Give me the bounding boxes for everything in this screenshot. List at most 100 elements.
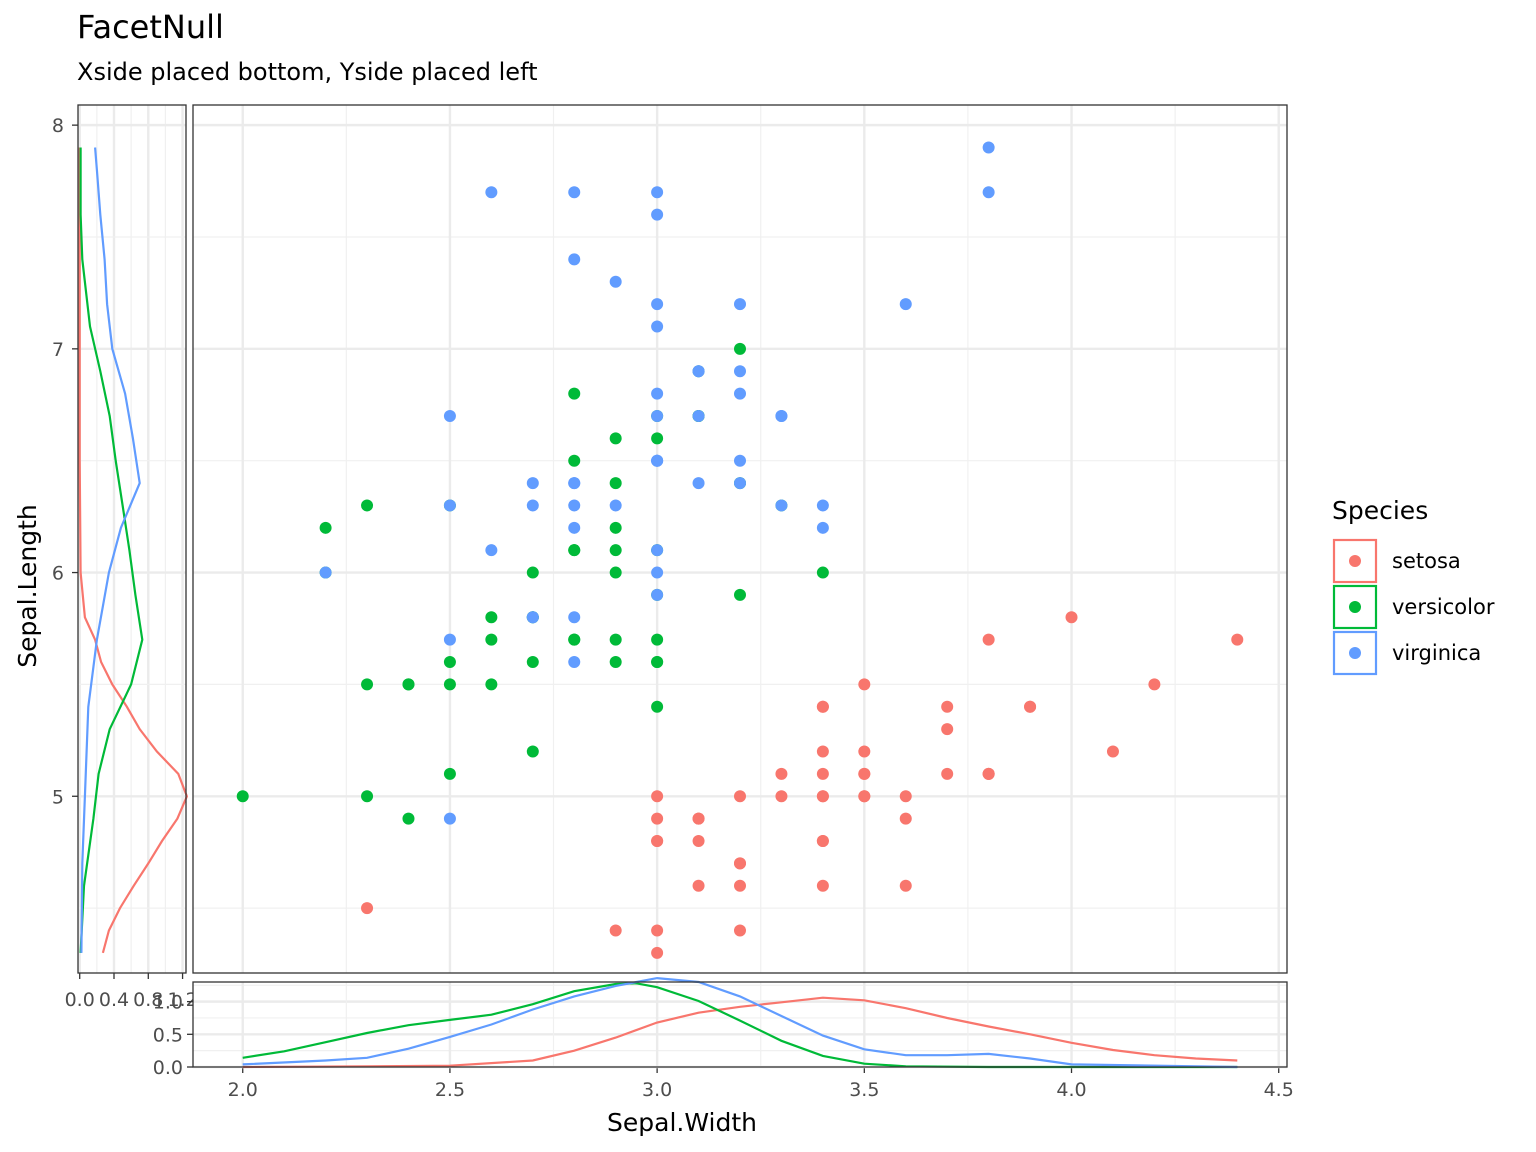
yside-background bbox=[78, 105, 186, 973]
data-point-versicolor bbox=[402, 678, 415, 691]
data-point-setosa bbox=[734, 790, 746, 803]
data-point-virginica bbox=[568, 186, 581, 199]
data-point-versicolor bbox=[485, 611, 498, 624]
data-point-versicolor bbox=[361, 678, 374, 691]
data-point-setosa bbox=[1231, 633, 1244, 646]
data-point-setosa bbox=[775, 767, 788, 780]
xside-y-tick-label: 0.5 bbox=[153, 1024, 183, 1046]
data-point-setosa bbox=[609, 924, 622, 937]
data-point-virginica bbox=[651, 544, 664, 557]
data-point-virginica bbox=[651, 387, 664, 400]
data-point-setosa bbox=[941, 700, 954, 713]
data-point-versicolor bbox=[651, 633, 664, 646]
data-point-virginica bbox=[526, 499, 539, 512]
data-point-virginica bbox=[485, 186, 498, 199]
plot-background bbox=[193, 105, 1287, 973]
plot-border bbox=[192, 104, 1288, 974]
legend-label-virginica: virginica bbox=[1392, 641, 1481, 665]
y-tick-label: 5 bbox=[52, 786, 64, 808]
data-point-virginica bbox=[568, 656, 581, 669]
y-tick-label: 7 bbox=[52, 339, 64, 361]
x-tick-label: 4.0 bbox=[1056, 1079, 1086, 1101]
data-point-setosa bbox=[858, 790, 871, 803]
x-tick-label: 4.5 bbox=[1264, 1079, 1294, 1101]
data-point-versicolor bbox=[236, 790, 249, 803]
data-point-virginica bbox=[568, 499, 581, 512]
data-point-versicolor bbox=[402, 812, 415, 825]
data-point-versicolor bbox=[361, 499, 374, 512]
data-point-virginica bbox=[692, 409, 705, 422]
data-point-setosa bbox=[858, 745, 871, 758]
data-point-versicolor bbox=[568, 454, 581, 467]
data-point-virginica bbox=[568, 611, 581, 624]
legend-label-setosa: setosa bbox=[1392, 549, 1461, 573]
x-tick-label: 3.5 bbox=[849, 1079, 879, 1101]
yside-density-panel: 0.0 0.4 0.8 1.2 bbox=[65, 104, 198, 1011]
data-point-versicolor bbox=[526, 656, 539, 669]
data-point-setosa bbox=[692, 879, 705, 892]
data-point-setosa bbox=[816, 767, 829, 780]
data-point-versicolor bbox=[526, 745, 539, 758]
xside-y-tick-label: 1.0 bbox=[153, 992, 183, 1014]
data-point-setosa bbox=[899, 879, 912, 892]
data-point-virginica bbox=[568, 253, 581, 266]
data-point-virginica bbox=[443, 633, 456, 646]
data-point-setosa bbox=[982, 633, 995, 646]
data-point-versicolor bbox=[568, 633, 581, 646]
xside-border bbox=[192, 981, 1288, 1068]
data-point-versicolor bbox=[443, 678, 456, 691]
data-point-versicolor bbox=[526, 566, 539, 579]
legend-dot-virginica bbox=[1349, 647, 1361, 659]
x-tick-label: 2.0 bbox=[228, 1079, 258, 1101]
data-point-setosa bbox=[816, 700, 829, 713]
data-point-virginica bbox=[568, 477, 581, 490]
data-point-virginica bbox=[651, 566, 664, 579]
data-point-virginica bbox=[982, 186, 995, 199]
data-point-setosa bbox=[1024, 700, 1037, 713]
data-point-setosa bbox=[692, 835, 705, 848]
data-point-versicolor bbox=[734, 342, 746, 355]
data-point-setosa bbox=[651, 946, 664, 959]
legend: Species setosa versicolor virginica bbox=[1332, 496, 1495, 676]
data-point-setosa bbox=[982, 767, 995, 780]
data-point-versicolor bbox=[651, 656, 664, 669]
data-point-setosa bbox=[734, 857, 746, 870]
data-point-setosa bbox=[1148, 678, 1161, 691]
data-point-virginica bbox=[692, 365, 705, 378]
y-tick-label: 8 bbox=[52, 115, 64, 137]
data-point-setosa bbox=[858, 678, 871, 691]
data-point-versicolor bbox=[609, 544, 622, 557]
data-point-virginica bbox=[651, 208, 664, 221]
data-point-virginica bbox=[982, 141, 995, 154]
data-point-setosa bbox=[899, 812, 912, 825]
data-point-setosa bbox=[361, 902, 374, 915]
data-point-setosa bbox=[1065, 611, 1078, 624]
yside-border bbox=[77, 104, 187, 974]
data-point-versicolor bbox=[568, 544, 581, 557]
data-point-virginica bbox=[775, 499, 788, 512]
data-point-virginica bbox=[734, 298, 746, 311]
data-point-virginica bbox=[651, 186, 664, 199]
data-point-virginica bbox=[651, 454, 664, 467]
x-tick-label: 2.5 bbox=[435, 1079, 465, 1101]
data-point-setosa bbox=[816, 745, 829, 758]
data-point-virginica bbox=[734, 477, 746, 490]
data-point-virginica bbox=[526, 611, 539, 624]
data-point-virginica bbox=[443, 499, 456, 512]
data-point-virginica bbox=[816, 521, 829, 534]
data-point-virginica bbox=[651, 588, 664, 601]
data-point-versicolor bbox=[816, 566, 829, 579]
xside-density-setosa bbox=[242, 996, 1238, 1069]
data-point-versicolor bbox=[319, 521, 332, 534]
data-point-virginica bbox=[651, 409, 664, 422]
data-point-versicolor bbox=[568, 387, 581, 400]
main-panel: 5 6 7 8 2.0 2.5 3.0 3.5 4.0 4.5 bbox=[52, 104, 1294, 1101]
data-point-setosa bbox=[1106, 745, 1119, 758]
legend-dot-setosa bbox=[1349, 555, 1361, 567]
yside-x-tick-label: 0.4 bbox=[99, 989, 129, 1011]
data-point-setosa bbox=[651, 790, 664, 803]
data-point-virginica bbox=[651, 298, 664, 311]
data-point-setosa bbox=[816, 790, 829, 803]
yside-density-versicolor bbox=[79, 147, 144, 953]
xside-density-panel: 0.0 0.5 1.0 bbox=[153, 976, 1288, 1079]
